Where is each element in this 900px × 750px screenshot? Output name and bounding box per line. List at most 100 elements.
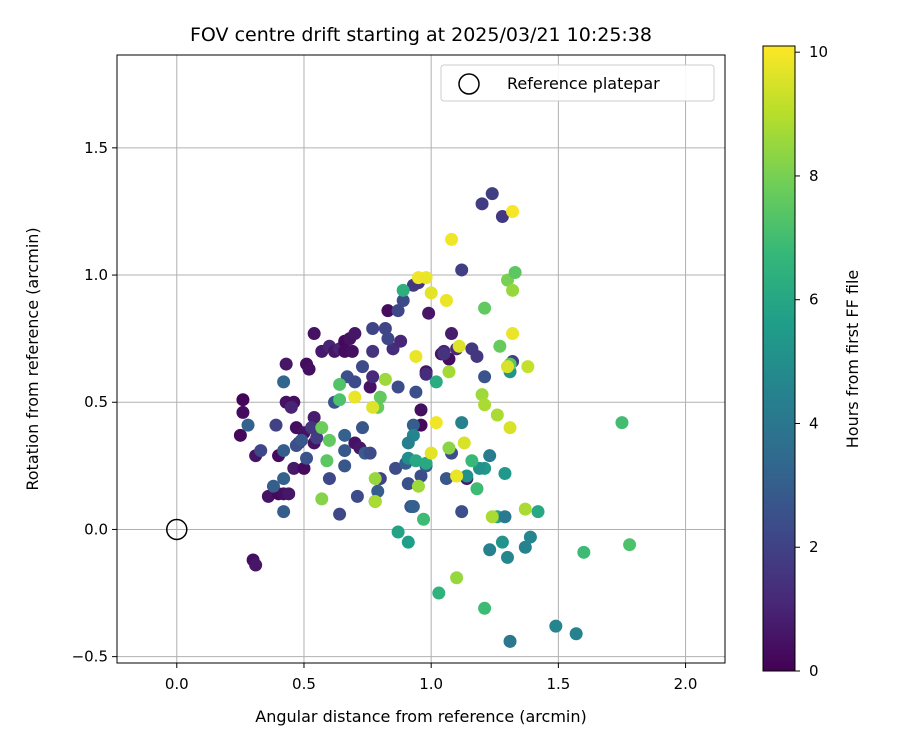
- data-point: [368, 472, 382, 486]
- data-point: [500, 360, 514, 374]
- data-point: [366, 370, 380, 384]
- data-point: [348, 375, 362, 389]
- colorbar-gradient: [763, 46, 795, 671]
- data-point: [518, 540, 532, 554]
- data-point: [445, 327, 459, 341]
- data-point: [401, 436, 415, 450]
- data-point: [355, 360, 369, 374]
- data-point: [411, 479, 425, 493]
- x-tick-label: 2.0: [674, 675, 698, 693]
- data-point: [478, 370, 492, 384]
- colorbar-label: Hours from first FF file: [843, 270, 862, 449]
- y-tick-label: 0.0: [84, 520, 108, 538]
- data-point: [307, 327, 321, 341]
- data-point: [378, 372, 392, 386]
- data-point: [493, 339, 507, 353]
- reference-platepar-marker: [166, 518, 188, 541]
- data-point: [439, 472, 453, 486]
- data-point: [249, 558, 263, 572]
- legend-box: [440, 64, 715, 102]
- data-point: [569, 627, 583, 641]
- data-point: [371, 484, 385, 498]
- data-point: [363, 446, 377, 460]
- data-point: [315, 421, 329, 435]
- data-point: [414, 403, 428, 417]
- data-point: [320, 454, 334, 468]
- y-tick-label: 0.5: [84, 393, 108, 411]
- data-point: [498, 510, 512, 524]
- data-point: [409, 385, 423, 399]
- data-point: [429, 416, 443, 430]
- data-point: [506, 204, 520, 218]
- data-point: [470, 482, 484, 496]
- data-point: [236, 393, 250, 407]
- data-point: [483, 449, 497, 463]
- plot-area: 0.0 0.5 1.0 1.5 2.0 −0.5 0.0 0.5 1.0 1.5: [72, 54, 726, 693]
- y-tick-label: −0.5: [72, 648, 108, 666]
- colorbar-tick-label: 6: [809, 291, 819, 309]
- data-point: [508, 266, 522, 280]
- data-point: [401, 477, 415, 491]
- data-point: [355, 421, 369, 435]
- colorbar-tick-label: 0: [809, 662, 819, 680]
- data-point: [366, 344, 380, 358]
- data-point: [419, 271, 433, 285]
- data-point: [475, 197, 489, 211]
- data-point: [333, 377, 347, 391]
- colorbar-tick-label: 10: [809, 43, 828, 61]
- data-point: [417, 512, 431, 526]
- data-point: [523, 530, 537, 544]
- data-point: [305, 421, 319, 435]
- data-point: [445, 232, 459, 246]
- colorbar: 0 2 4 6 8 10: [762, 43, 828, 680]
- colorbar-tick-label: 4: [809, 414, 819, 432]
- data-point: [485, 187, 499, 201]
- data-point: [409, 454, 423, 468]
- data-point: [277, 505, 291, 519]
- data-point: [350, 489, 364, 503]
- data-point: [623, 538, 637, 552]
- data-point: [315, 492, 329, 506]
- data-point: [442, 365, 456, 379]
- data-point: [549, 619, 563, 633]
- data-point: [269, 418, 283, 432]
- data-point: [396, 293, 410, 307]
- data-point: [348, 390, 362, 404]
- data-point: [518, 502, 532, 516]
- data-point: [506, 327, 520, 341]
- y-tick-label: 1.5: [84, 139, 108, 157]
- data-point: [284, 400, 298, 414]
- data-point: [450, 469, 464, 483]
- data-point: [254, 444, 268, 458]
- plot-frame: [116, 54, 726, 664]
- data-point: [495, 210, 509, 224]
- data-point: [475, 388, 489, 402]
- data-point: [406, 500, 420, 514]
- data-point: [485, 510, 499, 524]
- data-point: [300, 451, 314, 465]
- data-point: [294, 433, 308, 447]
- data-point: [236, 405, 250, 419]
- data-point: [452, 339, 466, 353]
- data-point: [307, 411, 321, 425]
- data-point: [442, 441, 456, 455]
- data-point: [378, 321, 392, 335]
- data-point: [282, 487, 296, 501]
- data-point: [277, 375, 291, 389]
- data-point: [414, 469, 428, 483]
- y-axis-label: Rotation from reference (arcmin): [23, 227, 42, 490]
- data-point: [302, 362, 316, 376]
- data-point: [490, 408, 504, 422]
- data-point: [455, 416, 469, 430]
- data-point: [500, 550, 514, 564]
- data-point: [401, 535, 415, 549]
- data-point: [478, 301, 492, 315]
- chart-title: FOV centre drift starting at 2025/03/21 …: [190, 24, 652, 46]
- data-point: [322, 433, 336, 447]
- data-point: [470, 349, 484, 363]
- data-point: [333, 393, 347, 407]
- data-point: [391, 380, 405, 394]
- data-point: [503, 421, 517, 435]
- data-point: [432, 586, 446, 600]
- data-point: [366, 400, 380, 414]
